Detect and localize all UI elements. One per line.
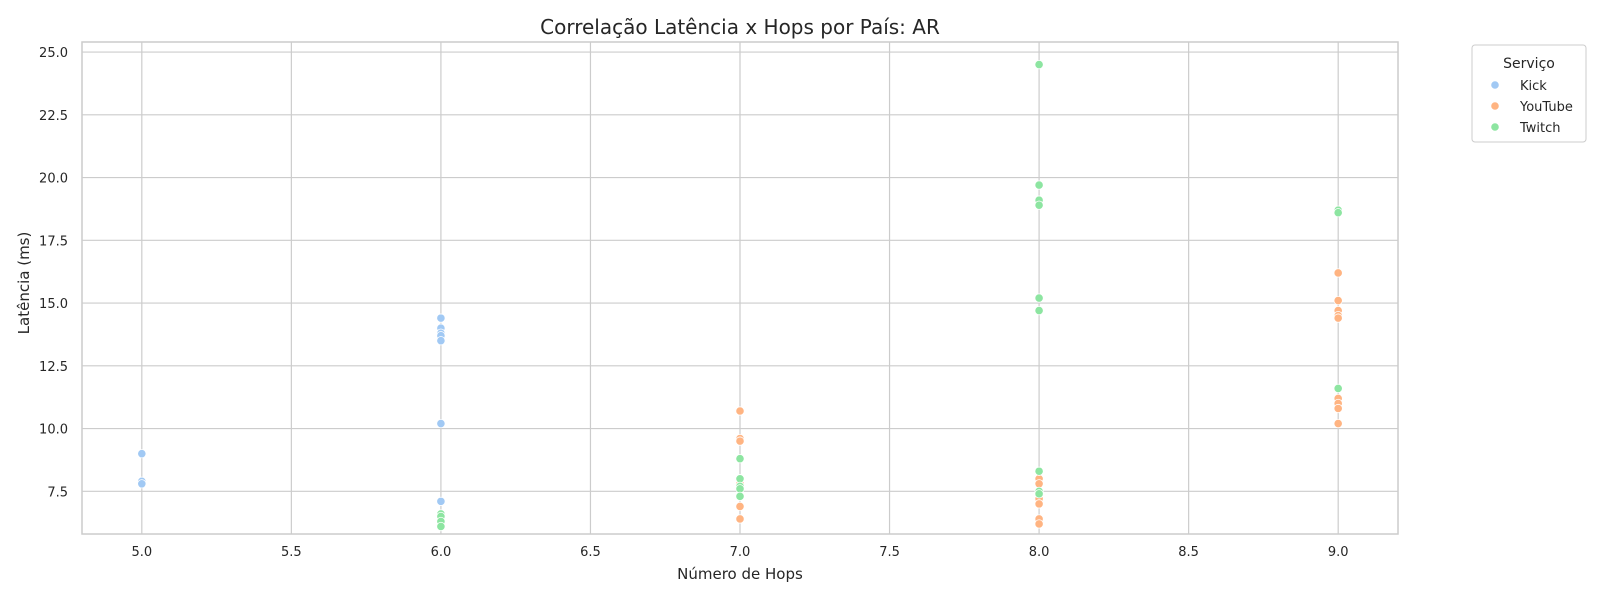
- data-point: [735, 454, 745, 464]
- y-axis-label: Latência (ms): [15, 232, 33, 335]
- x-tick-label: 8.0: [1029, 545, 1050, 560]
- legend-label: Kick: [1520, 79, 1547, 94]
- y-tick-label: 20.0: [39, 172, 68, 187]
- data-point: [436, 496, 446, 506]
- data-point: [137, 479, 147, 489]
- data-points: [137, 59, 1343, 532]
- x-axis-label: Número de Hops: [677, 565, 803, 583]
- x-tick-label: 7.5: [879, 545, 900, 560]
- data-point: [436, 336, 446, 346]
- data-point: [1034, 293, 1044, 303]
- grid: [82, 42, 1398, 534]
- data-point: [1034, 59, 1044, 70]
- data-point: [436, 313, 446, 323]
- data-point: [1333, 403, 1343, 414]
- y-tick-label: 12.5: [39, 360, 68, 375]
- legend: Serviço Kick YouTube Twitch: [1471, 44, 1587, 143]
- legend-marker: [1490, 101, 1500, 111]
- data-point: [1034, 499, 1044, 509]
- x-tick-label: 6.0: [431, 545, 452, 560]
- plot-area: [81, 41, 1399, 535]
- data-point: [1034, 466, 1044, 476]
- data-point: [1034, 180, 1044, 190]
- data-point: [1333, 418, 1343, 429]
- x-tick-label: 9.0: [1328, 545, 1349, 560]
- x-tick-label: 7.0: [730, 545, 751, 560]
- y-tick-label: 22.5: [39, 109, 68, 124]
- y-tick-label: 7.5: [47, 485, 68, 500]
- legend-marker: [1490, 80, 1500, 90]
- data-point: [1333, 268, 1343, 278]
- data-point: [735, 406, 745, 416]
- legend-title: Serviço: [1503, 56, 1555, 72]
- legend-item-kick: Kick: [1490, 79, 1547, 94]
- data-point: [1333, 313, 1343, 323]
- data-point: [436, 418, 446, 429]
- legend-item-youtube: YouTube: [1490, 100, 1573, 115]
- y-tick-label: 10.0: [39, 423, 68, 438]
- y-tick-label: 25.0: [39, 46, 68, 61]
- y-tick-label: 15.0: [39, 297, 68, 312]
- data-point: [436, 521, 446, 532]
- x-tick-label: 8.5: [1178, 545, 1199, 560]
- legend-item-twitch: Twitch: [1490, 121, 1561, 136]
- legend-items: Kick YouTube Twitch: [1490, 79, 1573, 136]
- data-point: [137, 449, 147, 459]
- x-tick-label: 5.5: [281, 545, 302, 560]
- legend-label: Twitch: [1519, 121, 1561, 136]
- data-point: [1333, 383, 1343, 394]
- series-youtube: [735, 268, 1343, 529]
- data-point: [735, 436, 745, 446]
- x-tick-label: 5.0: [131, 545, 152, 560]
- data-point: [1034, 200, 1044, 210]
- x-axis-ticks: 5.0 5.5 6.0 6.5 7.0 7.5 8.0 8.5 9.0: [131, 545, 1348, 560]
- y-axis-ticks: 7.5 10.0 12.5 15.0 17.5 20.0 22.5 25.0: [39, 46, 68, 500]
- legend-box: [1471, 44, 1587, 143]
- data-point: [1034, 519, 1044, 529]
- data-point: [735, 491, 745, 501]
- x-tick-label: 6.5: [580, 545, 601, 560]
- chart-title: Correlação Latência x Hops por País: AR: [540, 15, 940, 39]
- y-tick-label: 17.5: [39, 234, 68, 249]
- data-point: [1333, 208, 1343, 218]
- legend-label: YouTube: [1519, 100, 1573, 115]
- data-point: [735, 501, 745, 511]
- series-twitch: [436, 59, 1343, 532]
- data-point: [1034, 489, 1044, 499]
- data-point: [735, 514, 745, 524]
- data-point: [1034, 305, 1044, 316]
- legend-marker: [1490, 122, 1500, 132]
- series-kick: [137, 313, 446, 532]
- data-point: [1333, 295, 1343, 306]
